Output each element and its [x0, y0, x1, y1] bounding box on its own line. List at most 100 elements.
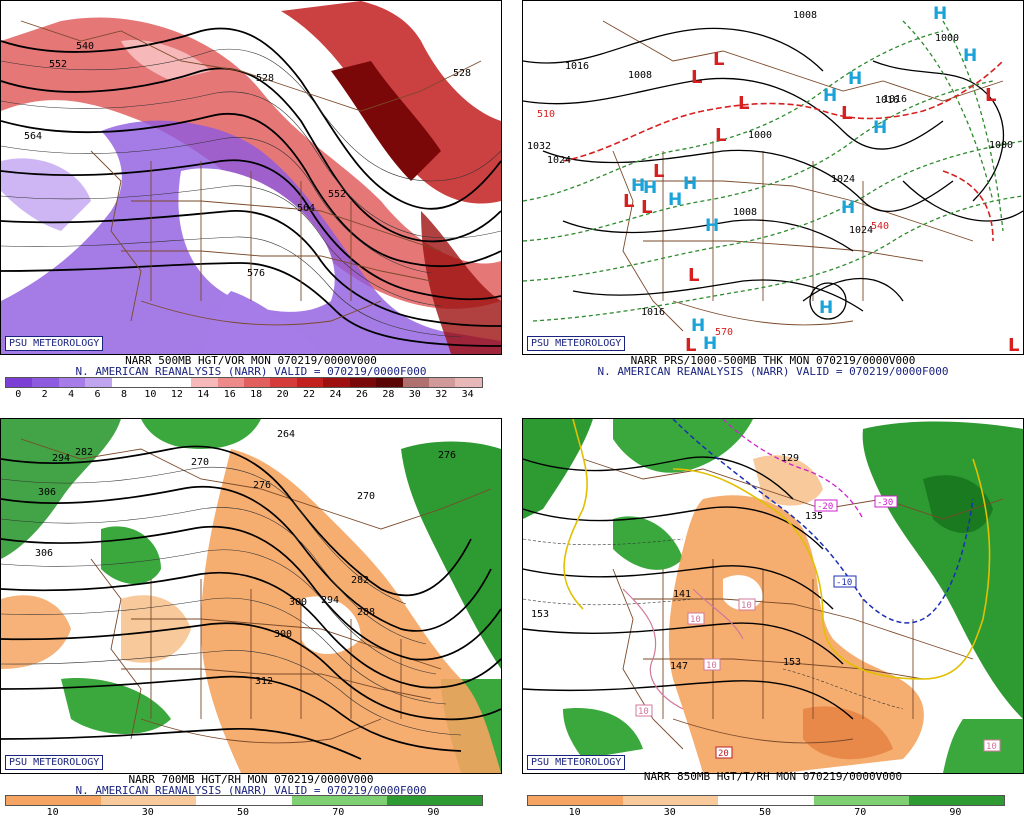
- colorbar-swatch: [402, 378, 429, 387]
- isotherm-label-box: 10: [687, 612, 705, 625]
- colorbar-swatch: [164, 378, 192, 387]
- colorbar-swatch: [85, 378, 112, 387]
- map-pressure-thickness: 1008 1016 1008 1024 1000 1016 1008 1024 …: [522, 0, 1024, 355]
- colorbar-tick-label: 10: [568, 807, 581, 818]
- vorticity-colorbar: [5, 377, 483, 388]
- colorbar-swatch: [813, 796, 909, 805]
- rh-colorbar-ticks: 10 30 50 70 90: [5, 808, 481, 818]
- isobar-label: 1016: [875, 95, 899, 106]
- svg-text:H: H: [703, 334, 717, 354]
- isotherm-label: -20: [817, 502, 833, 512]
- svg-text:L: L: [715, 125, 726, 146]
- svg-text:H: H: [823, 86, 837, 106]
- isobar-label: 1016: [641, 307, 665, 318]
- panel-pressure-thickness: 1008 1016 1008 1024 1000 1016 1008 1024 …: [522, 0, 1024, 400]
- contour-label: 276: [253, 480, 271, 491]
- contour-label: 270: [191, 457, 209, 468]
- svg-text:L: L: [713, 49, 724, 70]
- contour-label: 306: [38, 487, 56, 498]
- isotherm-label: 10: [986, 742, 997, 752]
- panel-title-line: NARR 700MB HGT/RH MON 070219/0000V000: [128, 773, 374, 786]
- isotherm-label-box: 20: [715, 746, 733, 759]
- psu-meteorology-badge: PSU METEOROLOGY: [5, 336, 104, 351]
- colorbar-tick-label: 0: [15, 389, 22, 400]
- rh700-map-graphic: 264 270 276 270 282 288 294 300 300 306 …: [1, 419, 501, 773]
- svg-text:H: H: [933, 4, 947, 24]
- colorbar-tick-label: 10: [46, 807, 59, 818]
- colorbar-tick-label: 14: [197, 389, 210, 400]
- svg-text:H: H: [643, 178, 657, 198]
- isotherm-label-box: -20: [814, 499, 838, 512]
- colorbar-tick-label: 34: [461, 389, 474, 400]
- colorbar-swatch: [386, 796, 483, 805]
- map-850mb-temp-rh: 129 135 141 147 153 153 -20 -30 -10 10 1…: [522, 418, 1024, 774]
- colorbar-swatch: [296, 378, 324, 387]
- isotherm-label-box: 10: [635, 704, 653, 717]
- map-500mb-vorticity: 540 552 564 528 528 552 564 576 PSU METE…: [0, 0, 502, 355]
- colorbar-swatch: [111, 378, 139, 387]
- svg-text:L: L: [985, 85, 996, 106]
- isobar-label: 1008: [733, 207, 757, 218]
- contour-label: 147: [670, 661, 688, 672]
- contour-label: 300: [274, 629, 292, 640]
- vorticity-map-graphic: 540 552 564 528 528 552 564 576: [1, 1, 501, 354]
- svg-text:H: H: [963, 46, 977, 66]
- svg-text:L: L: [1008, 335, 1019, 354]
- colorbar-swatch: [138, 378, 165, 387]
- colorbar-swatch: [58, 378, 86, 387]
- isobar-label: 1000: [989, 140, 1013, 151]
- panel-500mb-vorticity: 540 552 564 528 528 552 564 576 PSU METE…: [0, 0, 502, 400]
- svg-text:H: H: [848, 69, 862, 89]
- contour-label: 564: [24, 131, 42, 142]
- colorbar-tick-label: 70: [854, 807, 867, 818]
- psu-meteorology-badge: PSU METEOROLOGY: [5, 755, 104, 770]
- colorbar-swatch: [908, 796, 1005, 805]
- psu-meteorology-badge: PSU METEOROLOGY: [527, 336, 626, 351]
- isobar-label: 1032: [527, 141, 551, 152]
- contour-label: 141: [673, 589, 691, 600]
- colorbar-swatch: [528, 796, 624, 805]
- contour-label: 264: [277, 429, 295, 440]
- isobar-label: 1024: [831, 174, 855, 185]
- colorbar-tick-label: 30: [408, 389, 421, 400]
- isobar-label: 1024: [547, 155, 571, 166]
- contour-label: 300: [289, 597, 307, 608]
- isobar-label: 1000: [935, 33, 959, 44]
- isotherm-label-box: 10: [703, 658, 721, 671]
- colorbar-swatch: [718, 796, 814, 805]
- isobar-label: 1024: [849, 225, 873, 236]
- colorbar-swatch: [243, 378, 271, 387]
- contour-label: 153: [531, 609, 549, 620]
- svg-text:H: H: [819, 298, 833, 318]
- colorbar-swatch: [6, 378, 33, 387]
- colorbar-swatch: [6, 796, 102, 805]
- panel-title-line: NARR 850MB HGT/T/RH MON 070219/0000V000: [643, 770, 903, 783]
- svg-text:L: L: [685, 335, 696, 354]
- colorbar-tick-label: 16: [223, 389, 236, 400]
- svg-text:L: L: [738, 93, 749, 114]
- panel-title-line: NARR 500MB HGT/VOR MON 070219/0000V000: [125, 354, 377, 367]
- isotherm-label: 20: [718, 749, 729, 759]
- map-700mb-rh: 264 270 276 270 282 288 294 300 300 306 …: [0, 418, 502, 774]
- colorbar-tick-label: 70: [332, 807, 345, 818]
- colorbar-tick-label: 50: [236, 807, 250, 818]
- svg-text:H: H: [873, 118, 887, 138]
- colorbar-swatch: [270, 378, 297, 387]
- isotherm-label-box: -30: [874, 495, 898, 508]
- contour-label: 528: [256, 73, 274, 84]
- isotherm-label: 10: [741, 601, 752, 611]
- colorbar-swatch: [455, 378, 482, 387]
- contour-label: 294: [52, 453, 70, 464]
- isobar-label: 1016: [565, 61, 589, 72]
- colorbar-tick-label: 12: [170, 389, 183, 400]
- contour-label: 294: [321, 595, 339, 606]
- contour-label: 270: [357, 491, 375, 502]
- colorbar-tick-label: 6: [94, 389, 101, 400]
- isotherm-label-box: 10: [983, 739, 1001, 752]
- colorbar-tick-label: 90: [427, 807, 440, 818]
- svg-text:H: H: [631, 176, 645, 196]
- svg-text:L: L: [841, 103, 852, 124]
- panel-700mb-rh: 264 270 276 270 282 288 294 300 300 306 …: [0, 418, 502, 819]
- contour-label: 564: [297, 203, 315, 214]
- colorbar-swatch: [291, 796, 387, 805]
